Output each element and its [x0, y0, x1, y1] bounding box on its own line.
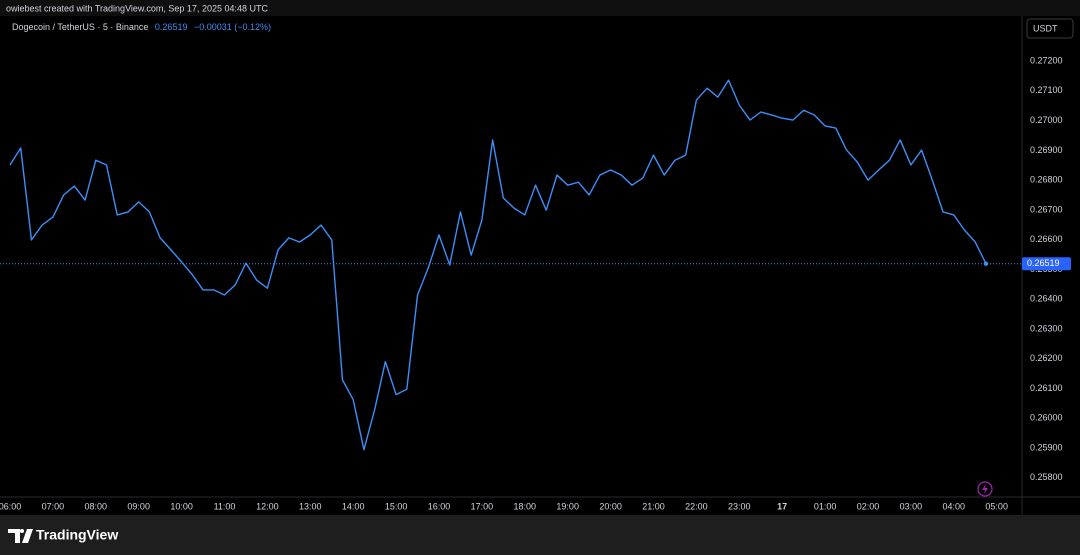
y-tick-label: 0.26300	[1030, 323, 1063, 333]
currency-box[interactable]	[1026, 18, 1074, 39]
last-price-tag	[1022, 257, 1071, 271]
brand-logo	[8, 529, 33, 543]
y-tick-label: 0.26000	[1030, 413, 1063, 423]
x-tick-label: 15:00	[385, 501, 408, 511]
y-tick-label: 0.25800	[1030, 472, 1063, 482]
footer	[0, 515, 1080, 555]
x-tick-label: 13:00	[299, 501, 322, 511]
alert-icon[interactable]	[977, 481, 993, 497]
last-price: 0.26519	[155, 22, 188, 32]
x-tick-label: 07:00	[42, 501, 65, 511]
x-tick-label: 02:00	[857, 501, 880, 511]
credit: owiebest created with TradingView.com, S…	[6, 3, 268, 13]
x-tick-label: 18:00	[514, 501, 537, 511]
x-tick-label: 01:00	[814, 501, 837, 511]
x-tick-label: 21:00	[642, 501, 665, 511]
x-tick-label: 05:00	[985, 501, 1008, 511]
x-tick-label: 09:00	[127, 501, 150, 511]
x-tick-label: 12:00	[256, 501, 279, 511]
x-tick-label: 16:00	[428, 501, 451, 511]
x-tick-label: 03:00	[900, 501, 923, 511]
y-tick-label: 0.25900	[1030, 442, 1063, 452]
x-tick-label: 14:00	[342, 501, 365, 511]
x-tick-label: 17:00	[471, 501, 494, 511]
x-tick-label: 19:00	[556, 501, 579, 511]
credit-bar	[0, 0, 1080, 16]
y-tick-label: 0.26600	[1030, 234, 1063, 244]
y-tick-label: 0.27000	[1030, 115, 1063, 125]
x-tick-label: 08:00	[85, 501, 108, 511]
x-tick-label: 04:00	[943, 501, 966, 511]
price-change: −0.00031 (−0.12%)	[194, 22, 271, 32]
y-tick-label: 0.26200	[1030, 353, 1063, 363]
chart-title: Dogecoin / TetherUS · 5 · Binance	[12, 22, 148, 32]
y-tick-label: 0.26900	[1030, 145, 1063, 155]
y-tick-label: 0.26800	[1030, 175, 1063, 185]
x-tick-label: 22:00	[685, 501, 708, 511]
x-tick-label: 06:00	[0, 501, 21, 511]
brand: TradingView	[36, 527, 118, 543]
x-tick-label: 23:00	[728, 501, 751, 511]
y-tick-label: 0.27200	[1030, 55, 1063, 65]
x-tick-label: 11:00	[214, 501, 236, 511]
last-point	[983, 261, 989, 266]
y-tick-label: 0.26100	[1030, 383, 1063, 393]
price-line	[9, 79, 987, 451]
plot	[0, 79, 1022, 451]
x-tick-label: 17	[777, 501, 787, 511]
x-tick-label: 10:00	[170, 501, 193, 511]
legend: Dogecoin / TetherUS · 5 · Binance 0.2651…	[12, 22, 271, 32]
alert-bolt	[982, 484, 988, 494]
axes: 0.27200 0.27100 0.27000 0.26900 0.26800 0.267…	[0, 55, 1071, 511]
x-tick-label: 20:00	[599, 501, 622, 511]
y-tick-label: 0.26700	[1030, 204, 1063, 214]
y-tick-label: 0.26400	[1030, 294, 1063, 304]
currency: USDT	[1033, 23, 1058, 33]
y-tick-label: 0.27100	[1030, 85, 1063, 95]
brand-logo-dot	[20, 529, 24, 533]
last-price-label: 0.26519	[1027, 258, 1060, 268]
